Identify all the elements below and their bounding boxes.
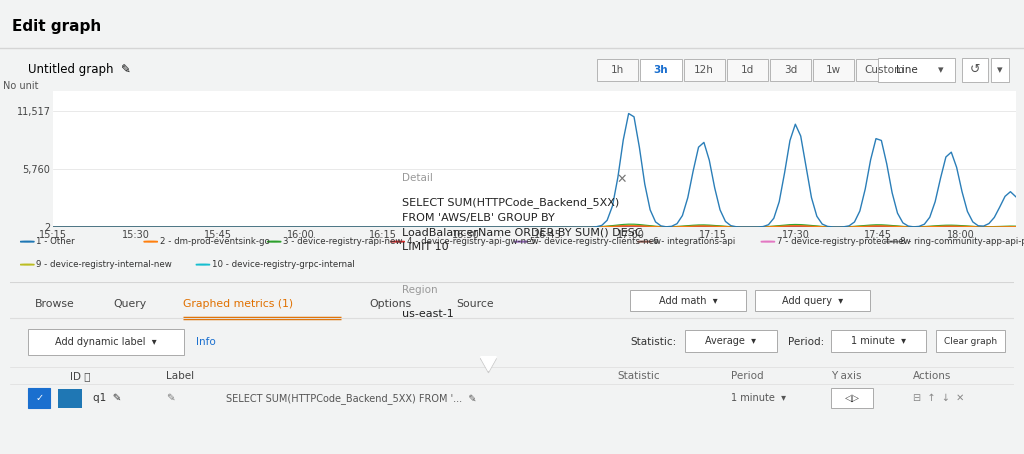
FancyBboxPatch shape	[856, 59, 912, 80]
Text: Y axis: Y axis	[831, 371, 861, 381]
Text: ◁▷: ◁▷	[845, 393, 860, 403]
Text: 12h: 12h	[694, 64, 714, 75]
Text: Query: Query	[114, 299, 146, 309]
Text: Detail: Detail	[402, 173, 433, 183]
FancyBboxPatch shape	[29, 329, 184, 355]
Text: ✎: ✎	[166, 393, 174, 403]
Polygon shape	[480, 357, 497, 370]
FancyBboxPatch shape	[58, 389, 83, 408]
FancyBboxPatch shape	[990, 58, 1009, 82]
Text: Add dynamic label  ▾: Add dynamic label ▾	[54, 337, 157, 347]
Circle shape	[143, 241, 158, 242]
FancyBboxPatch shape	[962, 58, 988, 82]
Text: 3h: 3h	[653, 64, 669, 75]
Text: ▾: ▾	[997, 64, 1002, 75]
Text: q1  ✎: q1 ✎	[92, 393, 121, 403]
FancyBboxPatch shape	[831, 388, 873, 408]
Text: us-east-1: us-east-1	[402, 309, 454, 319]
Text: 5 - device-registry-clients-new: 5 - device-registry-clients-new	[530, 237, 662, 246]
Text: ⊟  ↑  ↓  ✕: ⊟ ↑ ↓ ✕	[913, 393, 965, 403]
Text: ✓: ✓	[35, 393, 43, 403]
Circle shape	[20, 264, 35, 265]
Text: 8 - ring-community-app-api-prod: 8 - ring-community-app-api-prod	[900, 237, 1024, 246]
Text: Untitled graph  ✎: Untitled graph ✎	[29, 63, 131, 76]
Text: 1d: 1d	[740, 64, 754, 75]
Text: 1h: 1h	[611, 64, 625, 75]
Text: 1w: 1w	[826, 64, 841, 75]
Text: Custom: Custom	[864, 64, 904, 75]
Text: Clear graph: Clear graph	[944, 336, 997, 345]
Text: 1 minute  ▾: 1 minute ▾	[731, 393, 785, 403]
Text: SELECT SUM(HTTPCode_Backend_5XX) FROM '...  ✎: SELECT SUM(HTTPCode_Backend_5XX) FROM '.…	[226, 393, 476, 404]
Text: Period: Period	[731, 371, 764, 381]
Text: 3d: 3d	[783, 64, 797, 75]
Text: 4 - device-registry-api-gw-new: 4 - device-registry-api-gw-new	[407, 237, 539, 246]
Text: Graphed metrics (1): Graphed metrics (1)	[183, 299, 293, 309]
FancyBboxPatch shape	[755, 291, 870, 311]
Text: Add math  ▾: Add math ▾	[659, 296, 718, 306]
Text: ✕: ✕	[616, 173, 627, 186]
Text: Statistic: Statistic	[617, 371, 660, 381]
Text: Region: Region	[402, 285, 438, 295]
FancyBboxPatch shape	[813, 59, 854, 80]
FancyBboxPatch shape	[937, 330, 1005, 352]
Text: Edit graph: Edit graph	[12, 19, 101, 34]
Text: 1 minute  ▾: 1 minute ▾	[851, 336, 906, 346]
FancyBboxPatch shape	[29, 388, 50, 408]
Text: ID ⓘ: ID ⓘ	[71, 371, 91, 381]
Circle shape	[20, 241, 35, 242]
Text: Browse: Browse	[35, 299, 75, 309]
Text: Label: Label	[166, 371, 194, 381]
Text: Statistic:: Statistic:	[631, 337, 677, 347]
Text: No unit: No unit	[3, 81, 39, 91]
Text: 9 - device-registry-internal-new: 9 - device-registry-internal-new	[36, 260, 172, 269]
Text: ↺: ↺	[970, 63, 980, 76]
FancyBboxPatch shape	[770, 59, 811, 80]
FancyBboxPatch shape	[597, 59, 638, 80]
FancyBboxPatch shape	[640, 59, 682, 80]
Text: Actions: Actions	[913, 371, 951, 381]
Circle shape	[267, 241, 282, 242]
Circle shape	[761, 241, 775, 242]
Text: 2 - dm-prod-eventsink-go: 2 - dm-prod-eventsink-go	[160, 237, 269, 246]
Circle shape	[390, 241, 404, 242]
Text: 1 - Other: 1 - Other	[36, 237, 75, 246]
Text: Line: Line	[896, 64, 918, 75]
FancyBboxPatch shape	[685, 330, 777, 352]
FancyBboxPatch shape	[727, 59, 768, 80]
Text: Average  ▾: Average ▾	[706, 336, 757, 346]
FancyBboxPatch shape	[684, 59, 725, 80]
Text: 10 - device-registry-grpc-internal: 10 - device-registry-grpc-internal	[212, 260, 354, 269]
Text: 3 - device-registry-rapi-new: 3 - device-registry-rapi-new	[284, 237, 402, 246]
FancyBboxPatch shape	[879, 58, 954, 82]
Text: Info: Info	[196, 337, 216, 347]
Text: Source: Source	[456, 299, 494, 309]
Circle shape	[637, 241, 651, 242]
Text: Options: Options	[370, 299, 412, 309]
Text: Period:: Period:	[788, 337, 824, 347]
FancyBboxPatch shape	[831, 330, 927, 352]
FancyBboxPatch shape	[631, 291, 745, 311]
Circle shape	[196, 264, 210, 265]
Text: 6 - integrations-api: 6 - integrations-api	[653, 237, 736, 246]
Text: ▾: ▾	[938, 64, 943, 75]
Text: Add query  ▾: Add query ▾	[782, 296, 844, 306]
Text: 7 - device-registry-protect-new: 7 - device-registry-protect-new	[777, 237, 910, 246]
Text: SELECT SUM(HTTPCode_Backend_5XX)
FROM 'AWS/ELB' GROUP BY
LoadBalancerName ORDER : SELECT SUM(HTTPCode_Backend_5XX) FROM 'A…	[402, 197, 643, 252]
Circle shape	[514, 241, 528, 242]
Circle shape	[885, 241, 898, 242]
